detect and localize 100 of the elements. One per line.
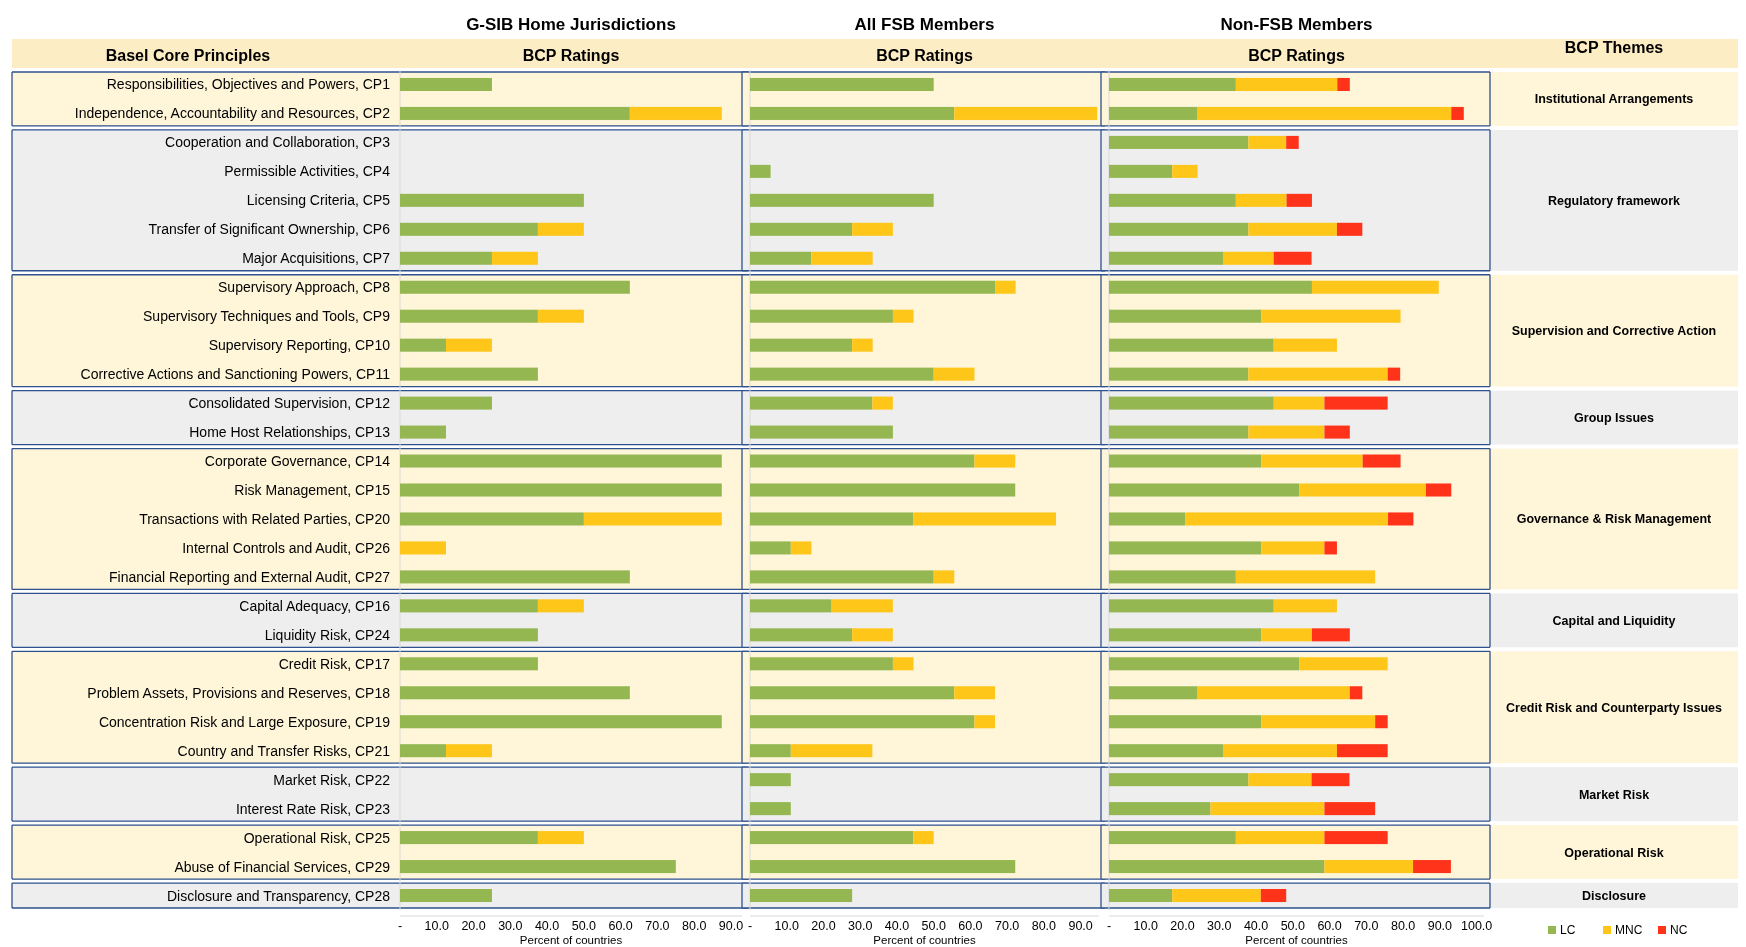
bar (1324, 541, 1337, 555)
bar (1109, 599, 1274, 613)
bar (1336, 222, 1363, 236)
bar (1425, 483, 1452, 497)
bar (750, 512, 914, 526)
bar (995, 280, 1016, 294)
bar (400, 628, 538, 642)
bar (400, 512, 584, 526)
bar (1324, 802, 1376, 816)
bar (400, 889, 492, 903)
x-tick-label: 50.0 (571, 919, 597, 933)
x-tick-label: 80.0 (1390, 919, 1416, 933)
bar (1375, 715, 1388, 729)
bar (1185, 512, 1389, 526)
bar (811, 251, 873, 265)
bar (1222, 744, 1337, 758)
bar (400, 425, 446, 439)
chart-title: All FSB Members (854, 15, 995, 34)
bar (1413, 860, 1451, 874)
x-tick-label: 70.0 (994, 919, 1020, 933)
bar (1324, 425, 1350, 439)
x-tick-label: 40.0 (884, 919, 910, 933)
x-tick-label: 50.0 (1280, 919, 1306, 933)
y-tick-label: Corporate Governance, CP14 (204, 453, 391, 470)
bar (1273, 338, 1337, 352)
bar (750, 367, 934, 381)
y-axis-title: Basel Core Principles (105, 47, 271, 64)
x-tick-label: 10.0 (774, 919, 799, 933)
bar (400, 686, 630, 700)
bar (400, 77, 492, 91)
bar (750, 77, 934, 91)
band-label: Institutional Arrangements (1534, 92, 1694, 107)
bar (1109, 802, 1211, 816)
legend-label: MNC (1615, 923, 1643, 937)
bar (1197, 686, 1350, 700)
bar (750, 251, 812, 265)
bar (1235, 77, 1338, 91)
x-tick-label: 50.0 (921, 919, 946, 933)
bar (1324, 396, 1388, 410)
bar (1451, 106, 1464, 120)
y-tick-label: Corrective Actions and Sanctioning Powers, CP11 (80, 366, 391, 383)
bar (892, 657, 914, 671)
bar (750, 222, 853, 236)
bar (1324, 860, 1414, 874)
bar (1109, 860, 1325, 874)
bar (1109, 570, 1236, 584)
bar (1109, 454, 1262, 468)
bar (750, 802, 791, 816)
bar (1286, 193, 1312, 207)
bar (954, 106, 1098, 120)
bar (1109, 715, 1262, 729)
x-axis-title: Percent of countries (519, 934, 623, 946)
bar (400, 106, 630, 120)
bar (852, 222, 893, 236)
y-tick-label: Credit Risk, CP17 (278, 655, 391, 672)
bar (1235, 831, 1325, 845)
bar (400, 396, 492, 410)
bar (750, 483, 1016, 497)
x-tick-label: 90.0 (718, 919, 744, 933)
legend-label: NC (1670, 923, 1688, 937)
bar (1311, 628, 1350, 642)
bar (1109, 483, 1300, 497)
bar (1311, 280, 1439, 294)
x-tick-label: 20.0 (461, 919, 486, 933)
band-label: Disclosure (1582, 889, 1646, 904)
x-tick-label: 80.0 (1031, 919, 1057, 933)
x-tick-label: 30.0 (1207, 919, 1232, 933)
x-tick-label: 100.0 (1461, 919, 1493, 933)
x-tick-label: 40.0 (1243, 919, 1269, 933)
bar (1273, 251, 1312, 265)
x-axis-title: Percent of countries (1245, 934, 1348, 946)
bar (750, 280, 996, 294)
bar (537, 309, 584, 323)
band-label: Market Risk (1578, 787, 1650, 802)
bar (537, 599, 584, 613)
bar (400, 744, 446, 758)
bar (400, 251, 492, 265)
x-tick-label: 90.0 (1427, 919, 1453, 933)
bar (400, 309, 538, 323)
bar (750, 541, 791, 555)
band-label: Operational Risk (1564, 845, 1664, 860)
bar (933, 570, 955, 584)
x-tick-label: 30.0 (848, 919, 873, 933)
x-tick-label: 60.0 (958, 919, 983, 933)
bar (1337, 77, 1350, 91)
bar (1362, 454, 1401, 468)
bar (790, 541, 812, 555)
x-tick-label: 60.0 (1317, 919, 1342, 933)
bar (750, 338, 853, 352)
bar (750, 193, 934, 207)
y-tick-label: Supervisory Approach, CP8 (218, 279, 391, 296)
bar (1324, 831, 1388, 845)
x-tick-label: - (747, 919, 753, 933)
band-label: Governance & Risk Management (1516, 512, 1713, 527)
y-tick-label: Financial Reporting and External Audit, CP27 (109, 568, 391, 585)
y-tick-label: Cooperation and Collaboration, CP3 (165, 134, 391, 151)
bar (1299, 483, 1426, 497)
bar (1109, 77, 1236, 91)
bar (400, 222, 538, 236)
bar (400, 541, 446, 555)
